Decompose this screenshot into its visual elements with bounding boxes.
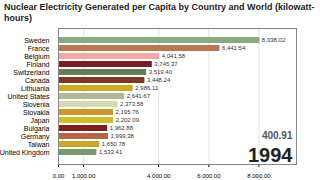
- svg-text:2,195.76: 2,195.76: [116, 109, 140, 115]
- svg-text:1,962.88: 1,962.88: [110, 125, 134, 131]
- svg-text:Sweden: Sweden: [24, 37, 49, 44]
- html-text:Nuclear Electricity Generated: Nuclear Electricity Generated per Capita…: [4, 2, 315, 23]
- svg-text:United Kingdom: United Kingdom: [0, 149, 50, 157]
- svg-text:Bulgaria: Bulgaria: [24, 125, 50, 133]
- svg-text:3,519.40: 3,519.40: [149, 69, 173, 75]
- svg-text:Switzerland: Switzerland: [13, 69, 49, 76]
- svg-text:2,202.09: 2,202.09: [116, 117, 140, 123]
- svg-text:United States: United States: [7, 93, 50, 100]
- svg-text:6,000.00: 6,000.00: [197, 173, 221, 178]
- svg-text:Japan: Japan: [30, 117, 49, 125]
- svg-text:Slovenia: Slovenia: [23, 101, 50, 108]
- svg-text:0.00: 0.00: [53, 173, 65, 178]
- svg-text:Taiwan: Taiwan: [28, 141, 50, 148]
- svg-text:8,038.02: 8,038.02: [262, 37, 286, 43]
- svg-text:3,448.24: 3,448.24: [147, 77, 171, 83]
- svg-text:1,650.78: 1,650.78: [102, 141, 126, 147]
- svg-text:4,041.58: 4,041.58: [162, 53, 186, 59]
- svg-text:Germany: Germany: [21, 133, 50, 141]
- svg-text:1,999.38: 1,999.38: [111, 133, 135, 139]
- svg-text:Lithuania: Lithuania: [21, 85, 50, 92]
- svg-text:4,000.00: 4,000.00: [147, 173, 171, 178]
- svg-text:3,745.37: 3,745.37: [154, 61, 178, 67]
- svg-text:Slovakia: Slovakia: [23, 109, 50, 116]
- svg-text:Canada: Canada: [25, 77, 50, 84]
- svg-text:Finland: Finland: [27, 61, 50, 68]
- svg-text:8,000.00: 8,000.00: [247, 173, 271, 178]
- svg-text:6,441.54: 6,441.54: [222, 45, 246, 51]
- svg-text:1,000.00: 1,000.00: [72, 173, 96, 178]
- svg-text:1994: 1994: [248, 144, 293, 166]
- svg-text:400.91: 400.91: [262, 130, 293, 141]
- svg-text:2,986.11: 2,986.11: [135, 85, 159, 91]
- svg-text:2,641.67: 2,641.67: [127, 93, 151, 99]
- svg-text:France: France: [28, 45, 50, 52]
- svg-text:Belgium: Belgium: [24, 53, 49, 61]
- svg-text:2,373.58: 2,373.58: [120, 101, 144, 107]
- svg-text:1,533.41: 1,533.41: [99, 149, 123, 155]
